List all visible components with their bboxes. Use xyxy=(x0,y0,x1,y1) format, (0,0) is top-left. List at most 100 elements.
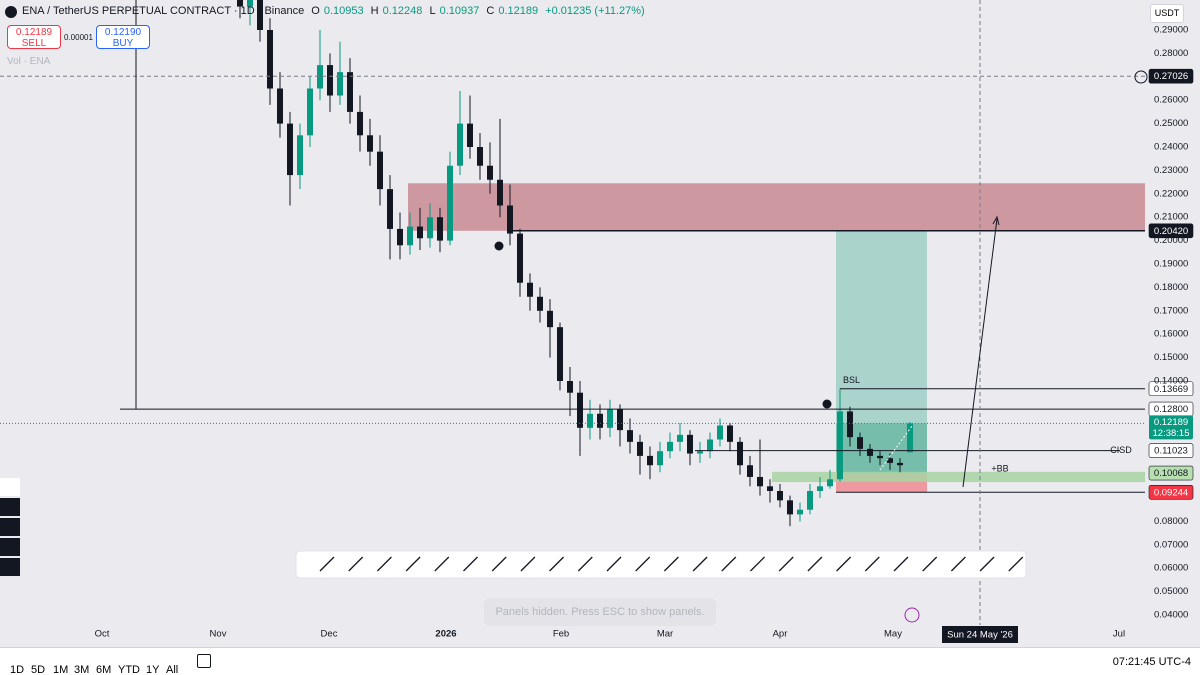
tool-icon[interactable] xyxy=(663,556,679,572)
drawing-label: +BB xyxy=(991,463,1008,473)
y-tick-label: 0.24000 xyxy=(1154,142,1188,153)
candle-body xyxy=(787,500,793,515)
tool-icon[interactable] xyxy=(922,556,938,572)
candle-body xyxy=(767,486,773,491)
tool-icon[interactable] xyxy=(491,556,507,572)
candle-body xyxy=(617,409,623,431)
candle-body xyxy=(467,123,473,148)
candle-body xyxy=(337,72,343,96)
tool-icon[interactable] xyxy=(692,556,708,572)
candle-body xyxy=(837,411,843,480)
sell-button[interactable]: 0.12189 SELL xyxy=(7,25,61,49)
candle-body xyxy=(497,179,503,206)
sell-label: SELL xyxy=(21,38,47,49)
tool-icon[interactable] xyxy=(721,556,737,572)
y-tick-label: 0.16000 xyxy=(1154,329,1188,340)
candle-body xyxy=(277,88,283,124)
tool-icon[interactable] xyxy=(577,556,593,572)
indicator-label: Vol · ENA xyxy=(7,56,51,67)
candle-body xyxy=(487,165,493,180)
candle-body xyxy=(627,430,633,442)
x-tick-label: Apr xyxy=(773,629,788,640)
candle-body xyxy=(527,282,533,297)
y-tick-label: 0.19000 xyxy=(1154,259,1188,270)
buy-label: BUY xyxy=(112,38,134,49)
candle-body xyxy=(757,476,763,487)
tool-icon[interactable] xyxy=(836,556,852,572)
timeframe[interactable]: All xyxy=(166,664,179,675)
tool-icon[interactable] xyxy=(463,556,478,572)
candle-body xyxy=(347,72,353,112)
timeframe[interactable]: 1Y xyxy=(146,664,160,675)
candle-body xyxy=(427,217,433,239)
y-tick-label: 0.07000 xyxy=(1154,539,1188,550)
logo xyxy=(5,6,17,18)
buy-button[interactable]: 0.12190 BUY xyxy=(96,25,150,49)
tool-icon[interactable] xyxy=(864,556,880,572)
timeframe[interactable]: 1D xyxy=(10,664,25,675)
current-price-badge xyxy=(1149,415,1193,440)
alert-icon xyxy=(822,399,832,409)
tool-icon[interactable] xyxy=(405,556,421,572)
candle-body xyxy=(577,392,583,428)
tool-icon[interactable] xyxy=(950,556,966,572)
tool-icon[interactable] xyxy=(376,556,392,572)
candle-body xyxy=(667,441,673,452)
price-axis-bg xyxy=(1145,0,1200,647)
candle-body xyxy=(457,123,463,166)
y-tick-label: 0.14000 xyxy=(1154,376,1188,387)
timeframe[interactable]: 5D xyxy=(31,664,46,675)
tool-icon[interactable] xyxy=(434,556,450,572)
tool-icon[interactable] xyxy=(1008,556,1024,572)
toast: Panels hidden. Press ESC to show panels. xyxy=(484,598,716,626)
side-icon[interactable] xyxy=(0,518,20,536)
tool-icon[interactable] xyxy=(606,556,622,572)
y-tick-label: 0.17000 xyxy=(1154,305,1188,316)
y-tick-label: 0.29000 xyxy=(1154,25,1188,36)
price-badge-text: 0.13669 xyxy=(1154,384,1188,395)
tool-icon[interactable] xyxy=(750,556,765,572)
side-icon[interactable] xyxy=(0,498,20,516)
currency[interactable]: USDT xyxy=(1150,4,1184,23)
candle-body xyxy=(697,451,703,454)
price-badge-text: 0.11023 xyxy=(1154,446,1188,457)
y-tick-label: 0.08000 xyxy=(1154,516,1188,527)
x-tick-label: 2026 xyxy=(435,629,456,640)
sell-price: 0.12189 xyxy=(15,27,53,38)
x-tick-label: May xyxy=(884,629,902,640)
timeframe[interactable]: YTD xyxy=(118,664,140,675)
arrow-head xyxy=(992,215,1000,226)
tool-icon[interactable] xyxy=(979,556,995,572)
zone xyxy=(408,183,1145,231)
tool-icon[interactable] xyxy=(549,556,565,572)
candle-body xyxy=(647,455,653,466)
price-badge-text: 0.09244 xyxy=(1154,487,1188,498)
side-icon[interactable] xyxy=(0,478,20,496)
candle-body xyxy=(707,439,713,452)
price-badge xyxy=(1148,443,1194,458)
y-tick-label: 0.18000 xyxy=(1154,282,1188,293)
tool-icon[interactable] xyxy=(520,556,536,572)
date-range-icon[interactable] xyxy=(197,654,211,668)
candle-body xyxy=(287,123,293,176)
tool-icon[interactable] xyxy=(319,556,335,572)
tool-icon[interactable] xyxy=(348,556,364,572)
timeframe[interactable]: 6M xyxy=(96,664,112,675)
candle-body xyxy=(547,310,553,328)
price-badge xyxy=(1148,465,1194,481)
tool-icon[interactable] xyxy=(778,556,794,572)
side-icon[interactable] xyxy=(0,538,20,556)
crosshair-date: Sun 24 May '26 xyxy=(947,630,1013,641)
header: ENA / TetherUS PERPETUAL CONTRACT · 1D ·… xyxy=(22,5,649,17)
timeframe[interactable]: 3M xyxy=(74,664,90,675)
current-price: 0.12189 xyxy=(1154,417,1188,428)
candle-body xyxy=(857,437,863,449)
tool-icon[interactable] xyxy=(807,556,823,572)
timeframe[interactable]: 1M xyxy=(53,664,69,675)
h-label: H xyxy=(370,5,379,17)
tool-icon[interactable] xyxy=(635,556,651,572)
candle-body xyxy=(447,165,453,241)
side-icon[interactable] xyxy=(0,558,20,576)
tool-icon[interactable] xyxy=(893,556,909,572)
